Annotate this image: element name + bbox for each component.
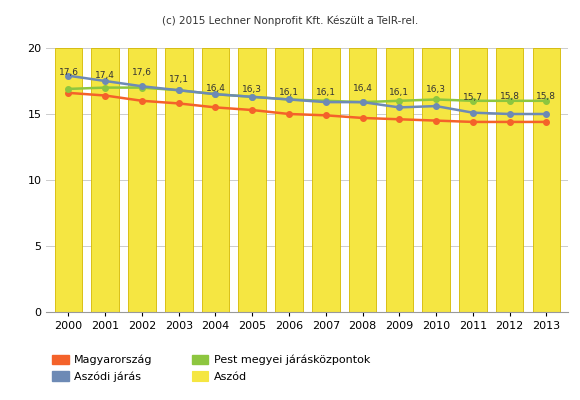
Text: 15,7: 15,7 xyxy=(463,93,483,102)
Text: 15,8: 15,8 xyxy=(536,92,556,101)
Text: 16,1: 16,1 xyxy=(389,88,409,97)
Bar xyxy=(202,48,229,312)
Legend: Magyarország, Aszódi járás, Pest megyei járásközpontok, Aszód: Magyarország, Aszódi járás, Pest megyei … xyxy=(52,354,370,382)
Bar xyxy=(422,48,450,312)
Bar xyxy=(349,48,376,312)
Bar xyxy=(165,48,193,312)
Text: 17,1: 17,1 xyxy=(169,75,189,84)
Bar xyxy=(55,48,82,312)
Bar xyxy=(92,48,119,312)
Text: 17,6: 17,6 xyxy=(59,68,78,77)
Bar xyxy=(496,48,523,312)
Text: 16,4: 16,4 xyxy=(205,84,226,93)
Text: 16,1: 16,1 xyxy=(316,88,336,97)
Bar xyxy=(312,48,339,312)
Text: (c) 2015 Lechner Nonprofit Kft. Készült a TeIR-rel.: (c) 2015 Lechner Nonprofit Kft. Készült … xyxy=(162,16,418,26)
Text: 16,4: 16,4 xyxy=(353,84,372,93)
Bar xyxy=(128,48,156,312)
Text: 17,4: 17,4 xyxy=(95,71,115,80)
Bar xyxy=(532,48,560,312)
Text: 16,1: 16,1 xyxy=(279,88,299,97)
Text: 16,3: 16,3 xyxy=(242,86,262,94)
Bar xyxy=(386,48,413,312)
Bar xyxy=(276,48,303,312)
Bar xyxy=(459,48,487,312)
Text: 17,6: 17,6 xyxy=(132,68,152,77)
Bar xyxy=(238,48,266,312)
Text: 16,3: 16,3 xyxy=(426,86,446,94)
Text: 15,8: 15,8 xyxy=(499,92,520,101)
